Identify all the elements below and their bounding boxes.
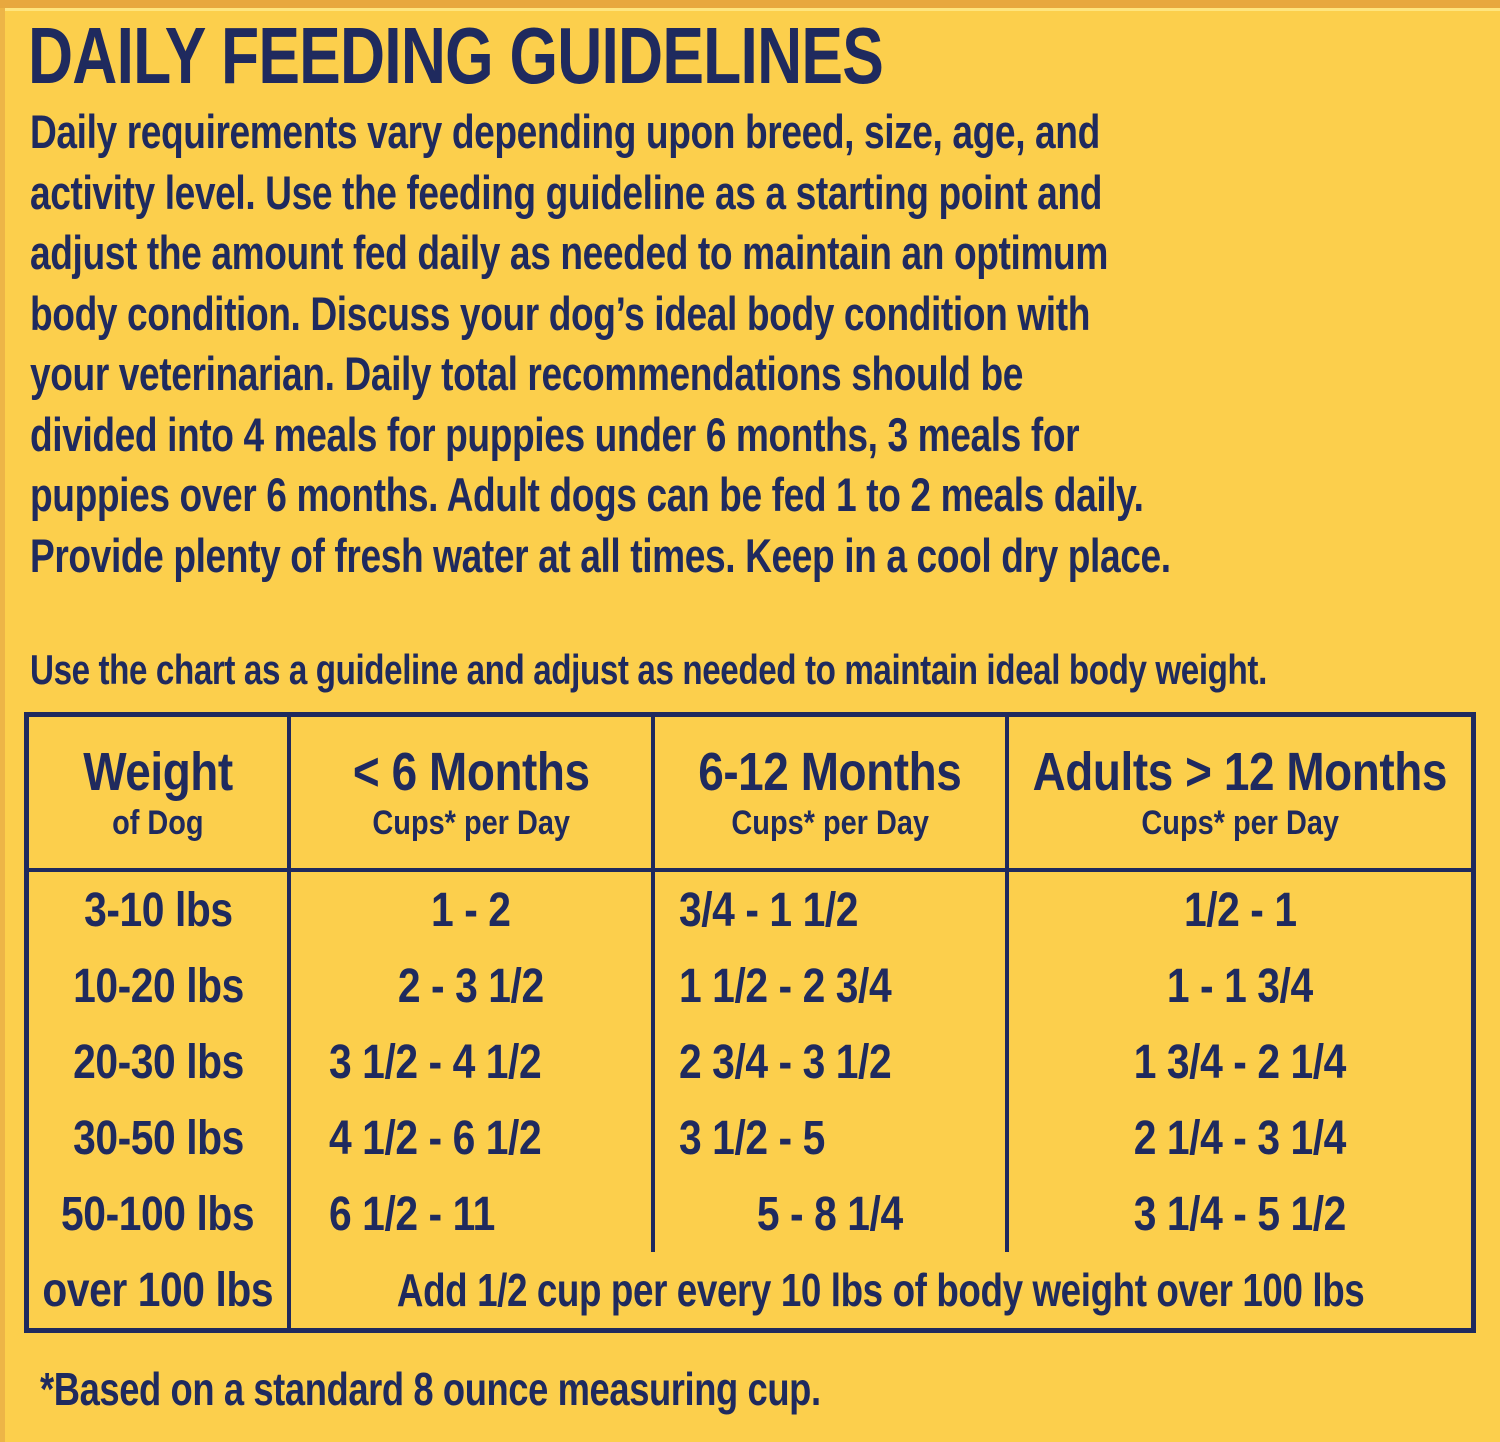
col-header-title: Weight [83, 741, 233, 802]
intro-line: puppies over 6 months. Adult dogs can be… [30, 468, 1144, 521]
weight-cell: 10-20 lbs [29, 948, 291, 1024]
col-header-6-12-months: 6-12 Months Cups* per Day [655, 717, 1009, 872]
weight-value: 30-50 lbs [72, 1111, 244, 1165]
cups-value: 2 - 3 1/2 [398, 959, 544, 1013]
cups-value: 1 - 1 3/4 [1167, 959, 1313, 1013]
cups-value: 6 1/2 - 11 [329, 1187, 495, 1241]
page-title: DAILY FEEDING GUIDELINES [28, 11, 884, 100]
intro-line: your veterinarian. Daily total recommend… [30, 347, 1024, 400]
col-header-title: Adults > 12 Months [1032, 741, 1448, 802]
cups-under-6m-cell: 4 1/2 - 6 1/2 [291, 1100, 655, 1176]
cups-value: 1 1/2 - 2 3/4 [679, 959, 892, 1013]
col-header-subtitle: Cups* per Day [1141, 803, 1339, 842]
over-100-note: Add 1/2 cup per every 10 lbs of body wei… [397, 1264, 1365, 1316]
cups-value: 3/4 - 1 1/2 [679, 883, 859, 937]
cups-value: 4 1/2 - 6 1/2 [329, 1111, 542, 1165]
chart-usage-note: Use the chart as a guideline and adjust … [30, 646, 1267, 693]
cups-adult-cell: 1 3/4 - 2 1/4 [1009, 1024, 1471, 1100]
col-header-under-6-months: < 6 Months Cups* per Day [291, 717, 655, 872]
cups-value: 5 - 8 1/4 [757, 1187, 903, 1241]
label-left-edge [0, 8, 5, 1442]
weight-value: 10-20 lbs [72, 959, 244, 1013]
weight-value: 3-10 lbs [83, 883, 233, 937]
intro-line: adjust the amount fed daily as needed to… [30, 226, 1108, 279]
weight-cell: 20-30 lbs [29, 1024, 291, 1100]
weight-value: 50-100 lbs [61, 1187, 255, 1241]
feeding-table: Weight of Dog < 6 Months Cups* per Day 6… [24, 712, 1476, 1333]
col-header-subtitle: of Dog [112, 803, 204, 842]
cups-value: 1 - 2 [431, 883, 511, 937]
col-header-subtitle: Cups* per Day [372, 803, 570, 842]
cups-6-12m-cell: 3/4 - 1 1/2 [655, 872, 1009, 948]
intro-line: divided into 4 meals for puppies under 6… [30, 407, 1080, 461]
cups-under-6m-cell: 2 - 3 1/2 [291, 948, 655, 1024]
weight-cell-over-100: over 100 lbs [29, 1252, 291, 1328]
intro-paragraph: Daily requirements vary depending upon b… [30, 102, 1474, 586]
weight-value: 20-30 lbs [72, 1035, 244, 1089]
cups-value: 1 3/4 - 2 1/4 [1133, 1035, 1347, 1089]
cups-6-12m-cell: 2 3/4 - 3 1/2 [655, 1024, 1009, 1100]
intro-line: activity level. Use the feeding guidelin… [30, 165, 1102, 219]
over-100-note-cell: Add 1/2 cup per every 10 lbs of body wei… [291, 1252, 1471, 1328]
cups-under-6m-cell: 1 - 2 [291, 872, 655, 948]
intro-line: Provide plenty of fresh water at all tim… [30, 528, 1171, 582]
cups-under-6m-cell: 6 1/2 - 11 [291, 1176, 655, 1252]
cups-adult-cell: 1 - 1 3/4 [1009, 948, 1471, 1024]
weight-value: over 100 lbs [42, 1263, 274, 1317]
weight-cell: 50-100 lbs [29, 1176, 291, 1252]
cups-6-12m-cell: 5 - 8 1/4 [655, 1176, 1009, 1252]
cups-value: 1/2 - 1 [1183, 883, 1297, 937]
cups-6-12m-cell: 3 1/2 - 5 [655, 1100, 1009, 1176]
col-header-adults: Adults > 12 Months Cups* per Day [1009, 717, 1471, 872]
intro-line: body condition. Discuss your dog’s ideal… [30, 286, 1090, 340]
weight-cell: 3-10 lbs [29, 872, 291, 948]
cups-value: 3 1/2 - 5 [679, 1111, 825, 1165]
cups-value: 2 1/4 - 3 1/4 [1133, 1111, 1347, 1165]
col-header-title: < 6 Months [352, 741, 590, 802]
measuring-cup-footnote: *Based on a standard 8 ounce measuring c… [40, 1363, 821, 1415]
col-header-subtitle: Cups* per Day [731, 803, 929, 842]
label-top-edge-highlight [0, 8, 1500, 11]
cups-value: 3 1/2 - 4 1/2 [329, 1035, 542, 1089]
weight-cell: 30-50 lbs [29, 1100, 291, 1176]
label-top-edge [0, 0, 1500, 8]
cups-6-12m-cell: 1 1/2 - 2 3/4 [655, 948, 1009, 1024]
cups-under-6m-cell: 3 1/2 - 4 1/2 [291, 1024, 655, 1100]
col-header-title: 6-12 Months [698, 741, 962, 802]
cups-adult-cell: 2 1/4 - 3 1/4 [1009, 1100, 1471, 1176]
col-header-weight: Weight of Dog [29, 717, 291, 872]
cups-value: 3 1/4 - 5 1/2 [1133, 1187, 1347, 1241]
cups-adult-cell: 3 1/4 - 5 1/2 [1009, 1176, 1471, 1252]
cups-adult-cell: 1/2 - 1 [1009, 872, 1471, 948]
intro-line: Daily requirements vary depending upon b… [30, 105, 1100, 158]
cups-value: 2 3/4 - 3 1/2 [679, 1035, 892, 1089]
